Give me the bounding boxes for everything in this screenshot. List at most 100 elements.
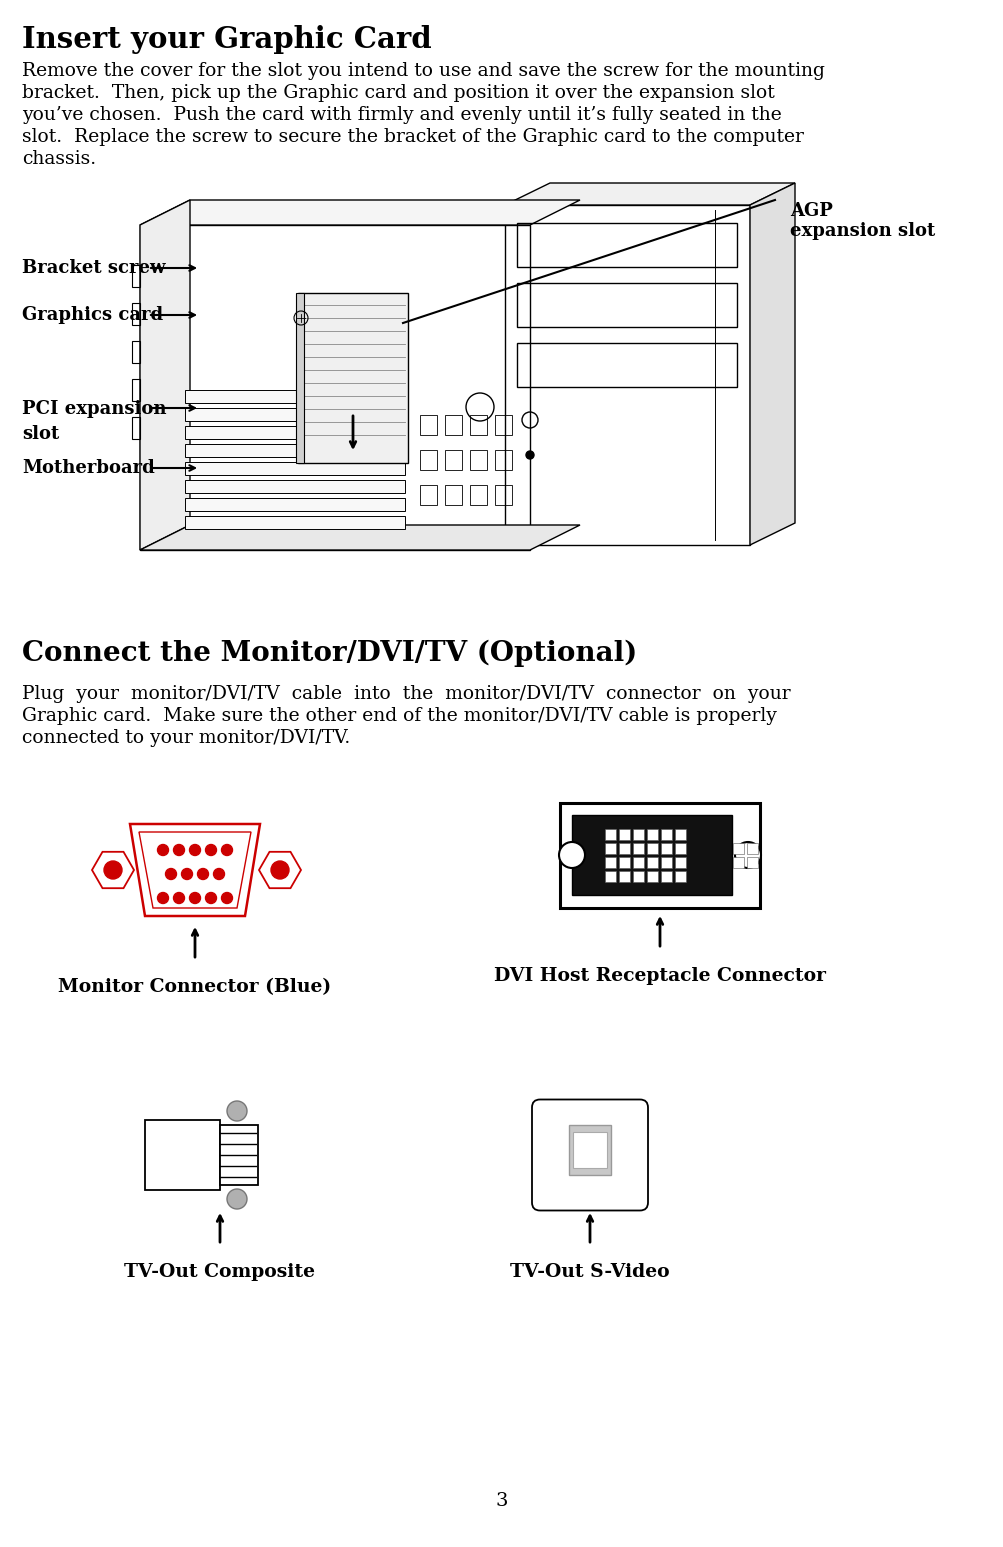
Text: Remove the cover for the slot you intend to use and save the screw for the mount: Remove the cover for the slot you intend… (22, 62, 824, 80)
Bar (419, 486, 436, 504)
Bar (647, 843, 658, 854)
Bar (185, 463, 404, 475)
Text: AGP: AGP (789, 203, 832, 220)
Bar (469, 486, 486, 504)
Text: slot.  Replace the screw to secure the bracket of the Graphic card to the comput: slot. Replace the screw to secure the br… (22, 128, 803, 145)
Bar (185, 480, 404, 493)
Bar (444, 415, 461, 435)
Bar (185, 390, 404, 404)
Circle shape (157, 893, 169, 903)
Text: TV-Out Composite: TV-Out Composite (124, 1262, 315, 1281)
Text: TV-Out S-Video: TV-Out S-Video (510, 1262, 669, 1281)
Polygon shape (139, 200, 580, 224)
Bar (494, 415, 512, 435)
Circle shape (206, 893, 217, 903)
Bar (419, 415, 436, 435)
Polygon shape (505, 183, 794, 206)
Circle shape (559, 842, 585, 868)
Bar (619, 857, 630, 868)
Text: 3: 3 (495, 1491, 508, 1510)
Text: Graphic card.  Make sure the other end of the monitor/DVI/TV cable is properly: Graphic card. Make sure the other end of… (22, 707, 776, 726)
Bar (732, 857, 743, 868)
Circle shape (174, 893, 185, 903)
Circle shape (222, 893, 233, 903)
Bar (633, 857, 644, 868)
Text: chassis.: chassis. (22, 150, 96, 169)
Polygon shape (139, 200, 190, 551)
Bar (298, 292, 407, 463)
Bar (647, 857, 658, 868)
Bar (131, 265, 139, 288)
Circle shape (214, 868, 225, 880)
Text: Insert your Graphic Card: Insert your Graphic Card (22, 25, 431, 54)
Circle shape (227, 1190, 247, 1210)
Text: connected to your monitor/DVI/TV.: connected to your monitor/DVI/TV. (22, 729, 350, 747)
Text: expansion slot: expansion slot (789, 223, 935, 240)
Bar (619, 843, 630, 854)
Text: Connect the Monitor/DVI/TV (Optional): Connect the Monitor/DVI/TV (Optional) (22, 640, 637, 667)
Bar (605, 843, 616, 854)
Text: Monitor Connector (Blue): Monitor Connector (Blue) (58, 978, 331, 996)
Bar (494, 486, 512, 504)
Bar (505, 206, 749, 545)
Bar (444, 486, 461, 504)
Bar (675, 829, 686, 840)
Bar (573, 1132, 607, 1168)
Bar (746, 857, 757, 868)
Circle shape (271, 862, 289, 879)
Bar (633, 843, 644, 854)
Bar (517, 283, 736, 326)
Circle shape (165, 868, 177, 880)
Bar (633, 871, 644, 882)
Bar (647, 829, 658, 840)
Bar (560, 803, 759, 908)
Bar (619, 871, 630, 882)
Circle shape (104, 862, 122, 879)
Bar (220, 1125, 258, 1185)
FancyBboxPatch shape (532, 1100, 647, 1210)
Bar (131, 303, 139, 325)
Bar (296, 292, 304, 463)
Bar (469, 415, 486, 435)
Circle shape (174, 845, 185, 855)
Bar (675, 871, 686, 882)
Bar (661, 857, 672, 868)
Bar (444, 450, 461, 470)
Bar (732, 843, 743, 854)
Text: Graphics card: Graphics card (22, 306, 162, 323)
Bar (661, 843, 672, 854)
Text: Motherboard: Motherboard (22, 459, 154, 476)
Text: bracket.  Then, pick up the Graphic card and position it over the expansion slot: bracket. Then, pick up the Graphic card … (22, 84, 774, 102)
Bar (144, 1120, 220, 1190)
Bar (647, 871, 658, 882)
Circle shape (526, 452, 534, 459)
Circle shape (198, 868, 209, 880)
Bar (746, 843, 757, 854)
Circle shape (190, 893, 201, 903)
Bar (675, 857, 686, 868)
Text: Bracket screw: Bracket screw (22, 258, 165, 277)
Bar (517, 223, 736, 268)
Bar (139, 224, 530, 551)
Bar (661, 829, 672, 840)
Polygon shape (139, 524, 580, 551)
Polygon shape (749, 183, 794, 545)
Circle shape (206, 845, 217, 855)
Bar (569, 1125, 611, 1176)
Bar (131, 379, 139, 401)
Bar (675, 843, 686, 854)
Bar (619, 829, 630, 840)
Bar (494, 450, 512, 470)
Bar (131, 418, 139, 439)
Bar (605, 871, 616, 882)
Bar (517, 343, 736, 387)
Bar (419, 450, 436, 470)
Bar (185, 444, 404, 456)
Circle shape (157, 845, 169, 855)
Circle shape (182, 868, 193, 880)
Bar (605, 857, 616, 868)
Bar (469, 450, 486, 470)
Bar (633, 829, 644, 840)
Circle shape (734, 842, 760, 868)
Circle shape (227, 1101, 247, 1122)
